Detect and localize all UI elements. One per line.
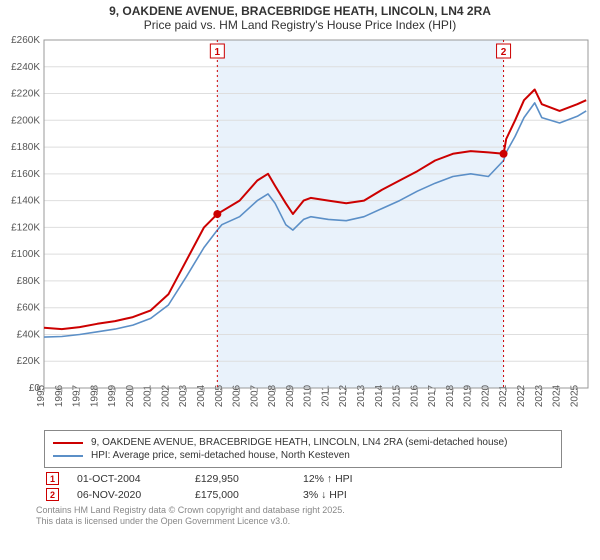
sale-dot (500, 150, 508, 158)
ytick-label: £20K (17, 356, 41, 367)
ytick-label: £160K (11, 169, 40, 180)
legend-item: HPI: Average price, semi-detached house,… (53, 450, 553, 461)
legend-label: HPI: Average price, semi-detached house,… (91, 450, 350, 461)
sale-row: 1 01-OCT-2004 £129,950 12% ↑ HPI (46, 472, 570, 485)
sale-dot (213, 210, 221, 218)
sale-hpi-change: 12% ↑ HPI (303, 473, 353, 485)
highlight-band (217, 40, 503, 388)
legend-swatch (53, 455, 83, 457)
attribution-footer: Contains HM Land Registry data © Crown c… (36, 505, 570, 528)
chart-title-subtitle: Price paid vs. HM Land Registry's House … (8, 18, 592, 32)
ytick-label: £60K (17, 303, 41, 314)
sale-marker-ref: 2 (46, 488, 59, 501)
sale-events: 1 01-OCT-2004 £129,950 12% ↑ HPI 2 06-NOV-202… (46, 472, 570, 501)
sale-row: 2 06-NOV-2020 £175,000 3% ↓ HPI (46, 488, 570, 501)
legend: 9, OAKDENE AVENUE, BRACEBRIDGE HEATH, LI… (44, 430, 562, 468)
ytick-label: £180K (11, 142, 40, 153)
legend-label: 9, OAKDENE AVENUE, BRACEBRIDGE HEATH, LI… (91, 437, 507, 448)
ytick-label: £100K (11, 249, 40, 260)
footer-line-2: This data is licensed under the Open Gov… (36, 516, 570, 527)
sale-price: £129,950 (195, 473, 285, 485)
legend-item: 9, OAKDENE AVENUE, BRACEBRIDGE HEATH, LI… (53, 437, 553, 448)
line-chart: £0£20K£40K£60K£80K£100K£120K£140K£160K£1… (2, 34, 598, 424)
ytick-label: £80K (17, 276, 41, 287)
sale-hpi-change: 3% ↓ HPI (303, 489, 347, 501)
sale-marker-number: 1 (215, 47, 221, 58)
chart-title-address: 9, OAKDENE AVENUE, BRACEBRIDGE HEATH, LI… (8, 4, 592, 18)
ytick-label: £240K (11, 62, 40, 73)
ytick-label: £120K (11, 222, 40, 233)
sale-date: 01-OCT-2004 (77, 473, 177, 485)
ytick-label: £40K (17, 329, 41, 340)
chart-area: £0£20K£40K£60K£80K£100K£120K£140K£160K£1… (2, 34, 598, 424)
sale-price: £175,000 (195, 489, 285, 501)
sale-date: 06-NOV-2020 (77, 489, 177, 501)
footer-line-1: Contains HM Land Registry data © Crown c… (36, 505, 570, 516)
chart-title-block: 9, OAKDENE AVENUE, BRACEBRIDGE HEATH, LI… (0, 0, 600, 34)
legend-swatch (53, 442, 83, 444)
ytick-label: £260K (11, 35, 40, 46)
ytick-label: £200K (11, 115, 40, 126)
sale-marker-ref: 1 (46, 472, 59, 485)
sale-marker-number: 2 (501, 47, 507, 58)
ytick-label: £140K (11, 196, 40, 207)
ytick-label: £220K (11, 89, 40, 100)
